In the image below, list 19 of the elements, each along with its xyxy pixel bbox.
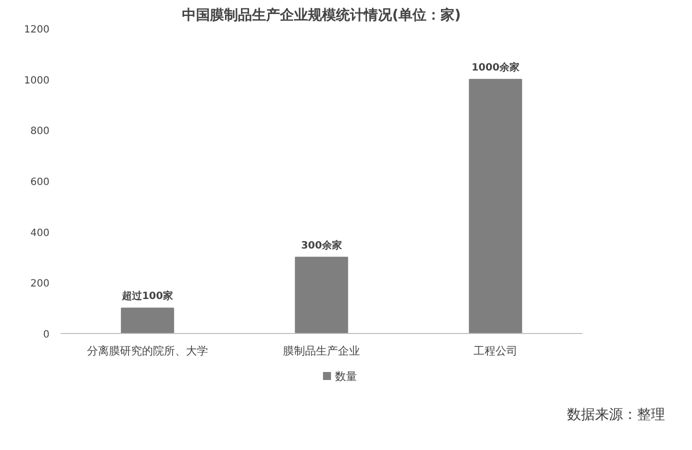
y-tick-label: 0: [43, 330, 50, 340]
y-tick-label: 600: [30, 177, 50, 188]
x-tick-label: 膜制品生产企业: [283, 344, 360, 358]
x-tick-label: 工程公司: [474, 344, 518, 358]
text: 超过100家: [122, 291, 173, 302]
bar: [468, 78, 522, 334]
y-tick-label: 200: [30, 278, 50, 290]
y-tick-label: 400: [30, 228, 50, 239]
bar: [120, 308, 174, 334]
x-tick-label: 分离膜研究的院所、大学: [87, 344, 208, 358]
chart-title: 中国膜制品生产企业规模统计情况(单位：家): [182, 6, 461, 24]
y-tick-label: 1000: [24, 75, 50, 86]
text: 1000余家: [472, 62, 520, 74]
y-tick-label: 1200: [24, 24, 50, 36]
legend-label: 数量: [335, 370, 357, 383]
bar: [294, 256, 348, 334]
source-note: 数据来源：整理: [567, 406, 665, 425]
text: 300余家: [301, 240, 342, 252]
y-tick-label: 800: [30, 126, 50, 138]
